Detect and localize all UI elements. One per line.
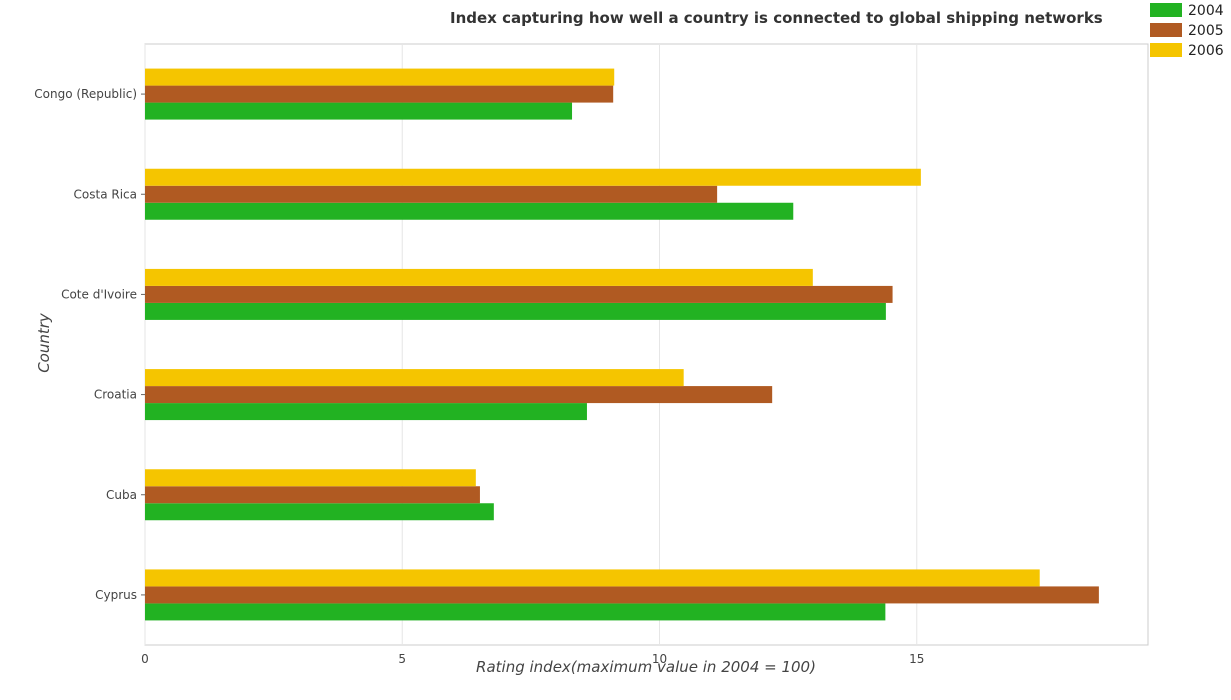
legend-label-2006: 2006 xyxy=(1188,43,1224,59)
chart-title: Index capturing how well a country is co… xyxy=(450,9,1103,27)
y-tick-label: Cote d'Ivoire xyxy=(61,287,137,301)
grid xyxy=(144,44,918,645)
x-tick-labels: 0 5 10 15 xyxy=(141,652,924,666)
bar-2004 xyxy=(145,403,587,421)
y-tick-label: Congo (Republic) xyxy=(34,87,137,101)
y-tick-label: Croatia xyxy=(94,388,137,402)
bar-2006 xyxy=(145,369,684,387)
legend-swatch-2006 xyxy=(1150,43,1182,57)
legend: 2004 2005 2006 xyxy=(1150,3,1224,59)
y-tick-label: Cuba xyxy=(106,488,137,502)
y-tick-labels: Congo (Republic) Costa Rica Cote d'Ivoire C… xyxy=(34,87,145,602)
plot-frame xyxy=(144,43,1149,646)
bar-2004 xyxy=(145,202,794,220)
bar-2005 xyxy=(145,85,614,103)
bar-2005 xyxy=(145,486,480,504)
bar-2004 xyxy=(145,302,886,320)
bar-2006 xyxy=(145,469,476,487)
bar-2005 xyxy=(145,386,773,404)
bar-2006 xyxy=(145,168,921,186)
bar-2004 xyxy=(145,503,494,521)
legend-swatch-2005 xyxy=(1150,23,1182,37)
bar-2006 xyxy=(145,569,1040,587)
x-tick-label: 0 xyxy=(141,652,149,666)
x-axis-label: Rating index(maximum value in 2004 = 100… xyxy=(476,658,816,676)
bar-2006 xyxy=(145,68,615,86)
y-axis-label: Country xyxy=(35,312,53,373)
legend-swatch-2004 xyxy=(1150,3,1182,17)
bar-2004 xyxy=(145,603,886,621)
x-tick-label: 10 xyxy=(652,652,667,666)
bar-2004 xyxy=(145,102,573,120)
bars xyxy=(145,68,1099,621)
bar-2006 xyxy=(145,268,813,286)
bar-2005 xyxy=(145,586,1099,604)
legend-label-2004: 2004 xyxy=(1188,3,1224,19)
bar-2005 xyxy=(145,285,893,303)
legend-label-2005: 2005 xyxy=(1188,23,1224,39)
bar-2005 xyxy=(145,185,718,203)
y-tick-label: Cyprus xyxy=(95,588,137,602)
x-tick-label: 5 xyxy=(398,652,406,666)
x-tick-label: 15 xyxy=(909,652,924,666)
y-tick-label: Costa Rica xyxy=(74,187,137,201)
